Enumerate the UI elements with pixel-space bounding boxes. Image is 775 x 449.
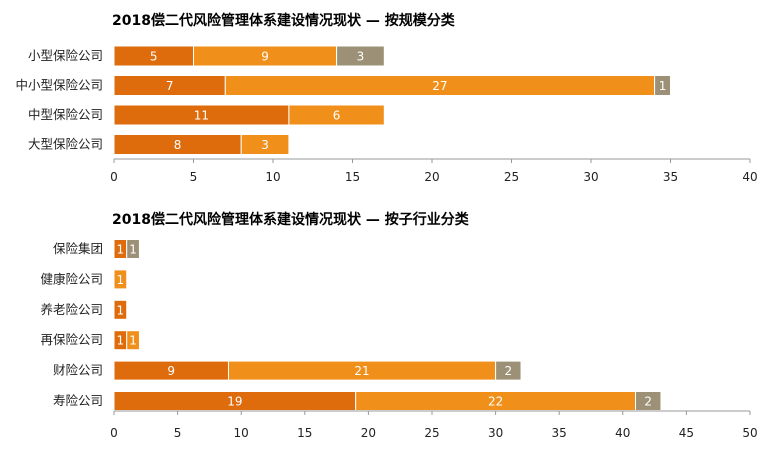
category-label: 再保险公司: [40, 332, 103, 347]
bar-segment: [113, 299, 128, 320]
data-label: 1: [659, 79, 667, 93]
data-label: 8: [174, 138, 182, 152]
data-label: 27: [432, 79, 447, 93]
data-label: 1: [129, 243, 137, 257]
bar-segment: [240, 134, 290, 155]
data-label: 5: [150, 50, 158, 64]
data-label: 1: [117, 243, 125, 257]
chart-by-subindustry: 2018偿二代风险管理体系建设情况现状 — 按子行业分类 保险集团 1 1健康险公司…: [40, 211, 757, 440]
x-tick-label: 25: [424, 426, 439, 440]
x-tick-label: 15: [297, 426, 312, 440]
x-tick-label: 40: [742, 170, 757, 184]
data-label: 6: [333, 109, 341, 123]
x-tick-label: 50: [742, 426, 757, 440]
bar-segment: [113, 269, 128, 290]
x-tick-label: 25: [504, 170, 519, 184]
data-label: 2: [504, 364, 512, 378]
data-label: 7: [166, 79, 174, 93]
data-label: 11: [194, 109, 209, 123]
x-tick-label: 15: [345, 170, 360, 184]
category-label: 中小型保险公司: [15, 78, 103, 93]
data-label: 1: [117, 334, 125, 348]
bar-segment: [126, 330, 140, 351]
category-label: 保险集团: [53, 241, 103, 256]
data-label: 21: [354, 364, 369, 378]
category-label: 小型保险公司: [28, 48, 103, 63]
category-label: 健康险公司: [40, 271, 103, 286]
x-tick-label: 20: [424, 170, 439, 184]
bar-segment: [288, 104, 385, 126]
data-label: 2: [644, 395, 652, 409]
x-tick-label: 35: [663, 170, 678, 184]
x-tick-label: 10: [265, 170, 280, 184]
category-label: 寿险公司: [53, 393, 103, 408]
x-tick-label: 0: [110, 170, 118, 184]
data-label: 3: [357, 50, 365, 64]
data-label: 1: [117, 273, 125, 287]
category-label: 大型保险公司: [28, 137, 103, 152]
x-tick-label: 5: [190, 170, 198, 184]
data-label: 9: [261, 50, 269, 64]
x-tick-label: 30: [488, 426, 503, 440]
category-label: 中型保险公司: [28, 107, 103, 122]
category-label: 财险公司: [53, 363, 103, 378]
x-tick-label: 10: [234, 426, 249, 440]
data-label: 19: [227, 395, 242, 409]
x-tick-label: 30: [583, 170, 598, 184]
category-label: 养老险公司: [40, 302, 103, 317]
x-tick-label: 0: [110, 426, 118, 440]
x-tick-label: 40: [615, 426, 630, 440]
data-label: 1: [117, 303, 125, 317]
data-label: 22: [488, 395, 503, 409]
x-tick-label: 35: [552, 426, 567, 440]
chart-title: 2018偿二代风险管理体系建设情况现状 — 按子行业分类: [112, 211, 470, 228]
bar-segment: [336, 45, 385, 67]
x-tick-label: 45: [679, 426, 694, 440]
chart-by-size: 2018偿二代风险管理体系建设情况现状 — 按规模分类 小型保险公司 5 9 3 中小型…: [15, 12, 757, 184]
data-label: 1: [129, 334, 137, 348]
bar-segment: [495, 360, 522, 381]
x-tick-label: 20: [361, 426, 376, 440]
bar-segment: [126, 239, 140, 259]
data-label: 9: [167, 364, 175, 378]
x-tick-label: 5: [174, 426, 182, 440]
data-label: 3: [261, 138, 269, 152]
bar-segment: [654, 75, 671, 96]
chart-title: 2018偿二代风险管理体系建设情况现状 — 按规模分类: [112, 12, 456, 29]
